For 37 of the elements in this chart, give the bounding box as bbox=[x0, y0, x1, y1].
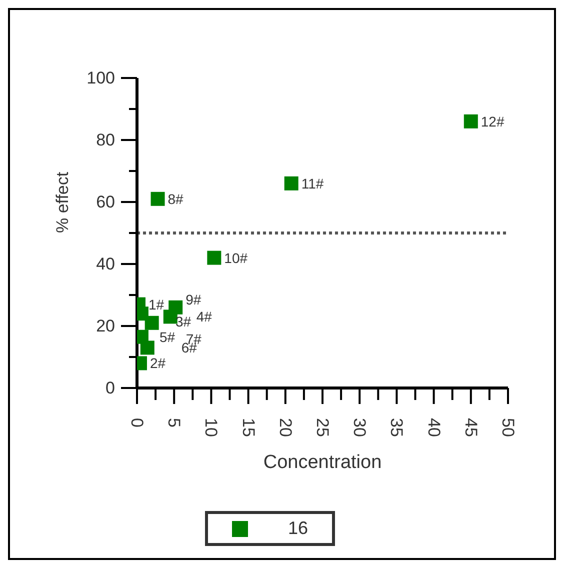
x-tick-label: 15 bbox=[238, 418, 258, 437]
y-tick-label: 100 bbox=[86, 68, 115, 88]
y-tick-label: 60 bbox=[96, 192, 115, 212]
point bbox=[150, 192, 165, 206]
x-tick-label: 10 bbox=[202, 418, 221, 437]
x-tick-label: 50 bbox=[498, 418, 518, 437]
x-tick-label: 45 bbox=[461, 418, 480, 437]
y-tick-label: 20 bbox=[96, 316, 115, 336]
point bbox=[144, 316, 159, 330]
annotation: 12# bbox=[480, 113, 504, 130]
point bbox=[207, 250, 222, 265]
y-tick-label: 80 bbox=[96, 130, 115, 150]
point bbox=[284, 176, 298, 190]
annotation: 5# bbox=[159, 328, 176, 345]
y-tick-label: 40 bbox=[96, 254, 115, 274]
x-tick-label: 5 bbox=[164, 418, 184, 428]
x-tick-label: 35 bbox=[387, 418, 406, 437]
x-axis-title: Concentration bbox=[263, 452, 382, 473]
annotation: 11# bbox=[301, 175, 324, 192]
x-tick-label: 30 bbox=[350, 418, 370, 437]
point bbox=[168, 300, 183, 314]
x-tick-label: 0 bbox=[128, 418, 146, 428]
x-tick-label: 25 bbox=[313, 418, 332, 437]
annotation: 10# bbox=[224, 250, 248, 266]
annotation: 9# bbox=[186, 291, 202, 308]
point bbox=[140, 340, 154, 355]
annotation: 2# bbox=[150, 355, 166, 372]
annotation: 8# bbox=[168, 190, 184, 207]
y-tick-label: 0 bbox=[106, 378, 115, 398]
annotation: 1# bbox=[148, 296, 164, 312]
y-axis-title: % effect bbox=[53, 172, 72, 233]
x-tick-label: 20 bbox=[276, 418, 295, 437]
x-tick-label: 40 bbox=[424, 418, 444, 437]
legend-label: 16 bbox=[288, 518, 308, 539]
annotation: 3# bbox=[175, 314, 192, 330]
point bbox=[464, 114, 478, 128]
annotation: 4# bbox=[196, 308, 212, 325]
